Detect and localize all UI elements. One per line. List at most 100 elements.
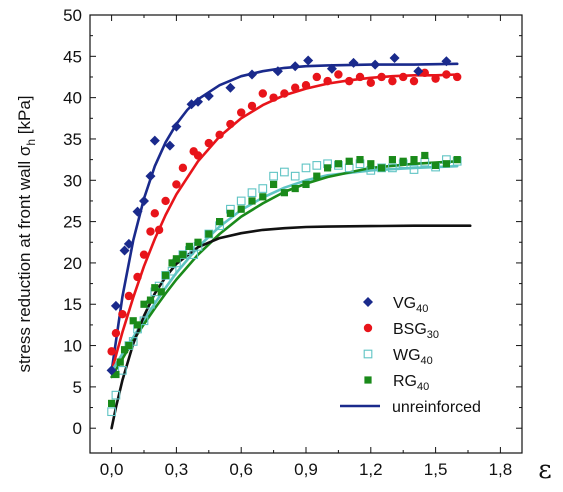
point-rg [453, 156, 461, 164]
point-rg [162, 271, 170, 279]
point-wg [301, 163, 311, 173]
point-bsg [323, 76, 332, 86]
point-wg [290, 171, 300, 181]
legend-marker-bsg [363, 323, 373, 333]
point-vg [110, 300, 121, 311]
point-vg [290, 61, 301, 72]
x-tick-label: 0,6 [229, 460, 253, 479]
y-tick-label: 0 [73, 419, 82, 438]
legend-label-wg: WG40 [393, 347, 433, 367]
point-wg [139, 316, 149, 326]
point-rg [280, 189, 288, 197]
point-vg [303, 55, 314, 66]
legend: VG40 BSG30 WG40 RG40 unreinforced [340, 295, 481, 416]
point-rg [313, 172, 321, 180]
point-rg [226, 209, 234, 217]
y-tick-label: 20 [63, 254, 82, 273]
point-bsg [258, 89, 267, 98]
point-rg [112, 370, 120, 379]
point-vg [106, 365, 117, 376]
point-vg [413, 66, 424, 77]
point-vg [247, 69, 257, 80]
legend-marker-wg [363, 349, 373, 359]
point-rg [324, 164, 332, 172]
point-rg [194, 238, 202, 246]
axes: 0,0 0,3 0,6 0,9 1,2 1,5 1,8 0 5 10 15 20 25 30 35 40 45 5… [63, 6, 523, 479]
point-rg [120, 346, 129, 354]
point-wg [258, 184, 268, 193]
point-bsg [107, 347, 116, 356]
point-bsg [193, 151, 203, 160]
point-wg [189, 250, 199, 260]
point-rg [388, 156, 396, 164]
point-rg [367, 160, 375, 168]
point-wg [344, 163, 354, 173]
y-tick-label: 50 [63, 6, 82, 25]
x-tick-label: 1,2 [359, 460, 383, 479]
point-rg [270, 180, 278, 189]
point-wg [280, 167, 289, 177]
point-vg [149, 135, 160, 146]
data-points [106, 52, 462, 417]
x-tick-label: 1,8 [489, 460, 513, 479]
point-vg [272, 66, 283, 77]
legend-marker-rg [364, 376, 372, 384]
fit-curves [110, 62, 472, 430]
point-rg [378, 164, 386, 172]
fit-line-unreinforced [110, 224, 472, 430]
point-wg [107, 407, 116, 417]
point-bsg [269, 93, 278, 102]
point-rg [410, 156, 418, 164]
point-rg [421, 151, 429, 160]
point-vg [326, 63, 337, 74]
point-bsg [366, 78, 375, 87]
point-wg [312, 161, 322, 170]
y-tick-label: 25 [63, 213, 82, 232]
point-vg [123, 238, 134, 249]
point-wg [236, 196, 246, 206]
point-rg [345, 157, 353, 165]
point-bsg [377, 72, 386, 82]
point-bsg [237, 108, 246, 117]
point-rg [248, 197, 256, 205]
point-wg [167, 266, 177, 276]
point-bsg [409, 76, 419, 86]
point-bsg [161, 196, 170, 206]
point-rg [205, 230, 213, 238]
x-tick-label: 0,9 [294, 460, 318, 479]
y-tick-label: 15 [63, 295, 82, 314]
point-vg [119, 245, 130, 256]
point-rg [259, 193, 267, 201]
legend-label-rg: RG40 [393, 373, 429, 393]
point-wg [269, 171, 278, 181]
point-rg [302, 180, 310, 189]
point-bsg [312, 72, 321, 82]
x-tick-label: 1,5 [424, 460, 448, 479]
y-tick-label: 35 [63, 130, 82, 149]
y-tick-label: 10 [63, 337, 82, 356]
fit-line-wg [110, 164, 459, 373]
y-tick-label: 45 [63, 47, 82, 66]
point-bsg [399, 72, 408, 82]
point-wg [377, 163, 386, 173]
point-rg [108, 399, 116, 408]
fit-line-rg [110, 160, 459, 379]
point-bsg [146, 227, 155, 236]
legend-label-vg: VG40 [393, 295, 428, 315]
point-bsg [301, 81, 311, 90]
point-bsg [442, 70, 451, 79]
point-wg [128, 337, 138, 346]
point-rg [116, 358, 124, 366]
x-axis-label: ε [538, 455, 551, 485]
point-rg [432, 161, 440, 170]
legend-label-unreinforced: unreinforced [392, 399, 481, 416]
point-bsg [355, 72, 365, 82]
point-vg [348, 57, 359, 68]
point-rg [356, 156, 364, 164]
point-wg [388, 163, 397, 173]
point-bsg [124, 291, 134, 301]
y-tick-label: 30 [63, 171, 82, 190]
legend-marker-vg [363, 297, 373, 307]
point-vg [132, 206, 143, 217]
